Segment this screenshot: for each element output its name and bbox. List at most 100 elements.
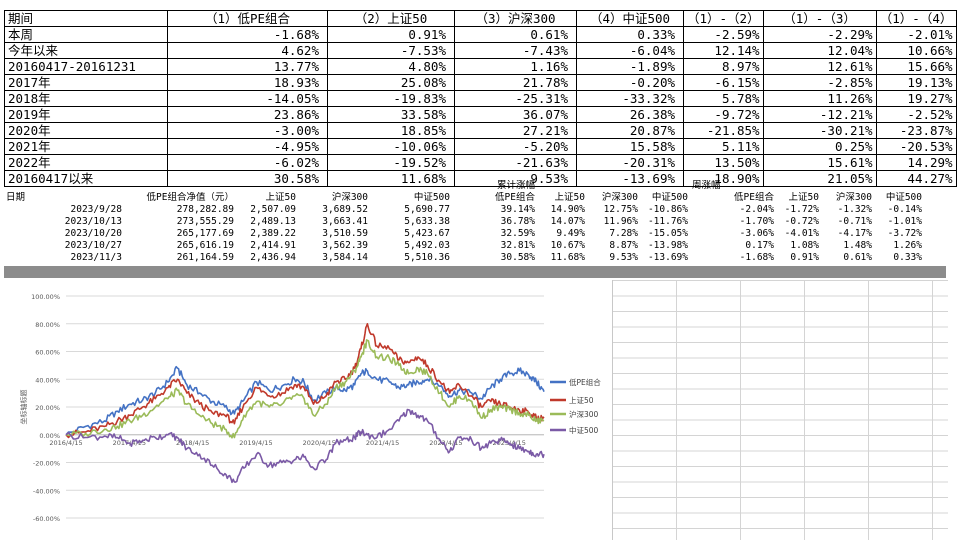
summary-value-cell[interactable]: -13.69% bbox=[576, 170, 684, 187]
detail-value-cell[interactable]: 5,492.03 bbox=[404, 240, 450, 251]
summary-period-cell[interactable]: 今年以来 bbox=[4, 42, 168, 59]
summary-value-cell[interactable]: 0.91% bbox=[327, 26, 455, 43]
summary-value-cell[interactable]: 15.66% bbox=[875, 58, 957, 75]
summary-value-cell[interactable]: 44.27% bbox=[875, 170, 957, 187]
summary-period-cell[interactable]: 2021年 bbox=[4, 138, 168, 155]
detail-header-wk-zz500[interactable]: 中证500 bbox=[885, 192, 922, 203]
summary-value-cell[interactable]: -30.21% bbox=[762, 122, 877, 139]
detail-value-cell[interactable]: 32.59% bbox=[500, 228, 535, 239]
detail-value-cell[interactable]: 2,489.13 bbox=[250, 216, 296, 227]
summary-period-cell[interactable]: 20160417以来 bbox=[4, 170, 168, 187]
summary-value-cell[interactable]: 21.78% bbox=[454, 74, 577, 91]
detail-value-cell[interactable]: -15.05% bbox=[647, 228, 688, 239]
summary-value-cell[interactable]: 12.14% bbox=[683, 42, 764, 59]
detail-value-cell[interactable]: -3.06% bbox=[739, 228, 774, 239]
summary-value-cell[interactable]: 23.86% bbox=[167, 106, 328, 123]
header-hs300[interactable]: （3）沪深300 bbox=[454, 10, 577, 27]
summary-value-cell[interactable]: -7.53% bbox=[327, 42, 455, 59]
detail-value-cell[interactable]: 278,282.89 bbox=[176, 204, 234, 215]
detail-value-cell[interactable]: -10.86% bbox=[647, 204, 688, 215]
summary-value-cell[interactable]: 5.11% bbox=[683, 138, 764, 155]
detail-value-cell[interactable]: 265,616.19 bbox=[176, 240, 234, 251]
detail-value-cell[interactable]: 10.67% bbox=[550, 240, 585, 251]
detail-header-wk-sz50[interactable]: 上证50 bbox=[788, 192, 819, 203]
detail-date-cell[interactable]: 2023/10/20 bbox=[64, 228, 122, 239]
group-cumulative-label[interactable]: 累计涨幅 bbox=[496, 180, 535, 191]
summary-value-cell[interactable]: 18.90% bbox=[683, 170, 764, 187]
detail-value-cell[interactable]: 12.75% bbox=[603, 204, 638, 215]
detail-value-cell[interactable]: -1.72% bbox=[784, 204, 819, 215]
summary-value-cell[interactable]: 25.08% bbox=[327, 74, 455, 91]
detail-value-cell[interactable]: 3,584.14 bbox=[322, 252, 368, 263]
detail-value-cell[interactable]: 3,663.41 bbox=[322, 216, 368, 227]
detail-date-cell[interactable]: 2023/10/27 bbox=[64, 240, 122, 251]
summary-value-cell[interactable]: -6.02% bbox=[167, 154, 328, 171]
detail-value-cell[interactable]: -2.04% bbox=[739, 204, 774, 215]
summary-value-cell[interactable]: 19.27% bbox=[875, 90, 957, 107]
summary-value-cell[interactable]: -14.05% bbox=[167, 90, 328, 107]
summary-value-cell[interactable]: -6.15% bbox=[683, 74, 764, 91]
detail-value-cell[interactable]: 30.58% bbox=[500, 252, 535, 263]
detail-value-cell[interactable]: 36.78% bbox=[500, 216, 535, 227]
summary-value-cell[interactable]: -9.72% bbox=[683, 106, 764, 123]
detail-date-cell[interactable]: 2023/11/3 bbox=[70, 252, 122, 263]
detail-value-cell[interactable]: 14.90% bbox=[550, 204, 585, 215]
summary-value-cell[interactable]: -2.59% bbox=[683, 26, 764, 43]
detail-value-cell[interactable]: 5,510.36 bbox=[404, 252, 450, 263]
header-period[interactable]: 期间 bbox=[4, 10, 168, 27]
summary-value-cell[interactable]: -20.53% bbox=[875, 138, 957, 155]
summary-value-cell[interactable]: 15.61% bbox=[762, 154, 877, 171]
summary-value-cell[interactable]: 4.80% bbox=[327, 58, 455, 75]
summary-period-cell[interactable]: 2019年 bbox=[4, 106, 168, 123]
summary-period-cell[interactable]: 2018年 bbox=[4, 90, 168, 107]
detail-value-cell[interactable]: 3,562.39 bbox=[322, 240, 368, 251]
detail-value-cell[interactable]: -0.14% bbox=[887, 204, 922, 215]
header-low-pe[interactable]: （1）低PE组合 bbox=[167, 10, 328, 27]
detail-value-cell[interactable]: -1.70% bbox=[739, 216, 774, 227]
detail-header-cum-lowpe[interactable]: 低PE组合 bbox=[495, 192, 535, 203]
summary-value-cell[interactable]: -2.29% bbox=[762, 26, 877, 43]
summary-value-cell[interactable]: -19.52% bbox=[327, 154, 455, 171]
detail-header-date[interactable]: 日期 bbox=[6, 192, 26, 203]
detail-value-cell[interactable]: 0.61% bbox=[843, 252, 872, 263]
summary-value-cell[interactable]: -0.20% bbox=[576, 74, 684, 91]
detail-value-cell[interactable]: 1.08% bbox=[790, 240, 819, 251]
summary-value-cell[interactable]: 0.33% bbox=[576, 26, 684, 43]
detail-value-cell[interactable]: 14.07% bbox=[550, 216, 585, 227]
detail-value-cell[interactable]: 9.53% bbox=[609, 252, 638, 263]
detail-value-cell[interactable]: 1.48% bbox=[843, 240, 872, 251]
detail-value-cell[interactable]: 9.49% bbox=[556, 228, 585, 239]
detail-value-cell[interactable]: -13.98% bbox=[647, 240, 688, 251]
summary-value-cell[interactable]: 12.61% bbox=[762, 58, 877, 75]
detail-value-cell[interactable]: -4.01% bbox=[784, 228, 819, 239]
detail-header-nav[interactable]: 低PE组合净值（元） bbox=[146, 192, 234, 203]
summary-value-cell[interactable]: 14.29% bbox=[875, 154, 957, 171]
detail-value-cell[interactable]: 2,414.91 bbox=[250, 240, 296, 251]
summary-value-cell[interactable]: -2.01% bbox=[875, 26, 957, 43]
detail-value-cell[interactable]: 265,177.69 bbox=[176, 228, 234, 239]
group-weekly-label[interactable]: 周涨幅 bbox=[692, 180, 721, 191]
summary-value-cell[interactable]: 21.05% bbox=[762, 170, 877, 187]
summary-value-cell[interactable]: -12.21% bbox=[762, 106, 877, 123]
detail-value-cell[interactable]: 5,423.67 bbox=[404, 228, 450, 239]
summary-value-cell[interactable]: 5.78% bbox=[683, 90, 764, 107]
detail-header-sz50[interactable]: 上证50 bbox=[265, 192, 296, 203]
detail-header-wk-lowpe[interactable]: 低PE组合 bbox=[734, 192, 774, 203]
summary-value-cell[interactable]: 1.16% bbox=[454, 58, 577, 75]
summary-value-cell[interactable]: 33.58% bbox=[327, 106, 455, 123]
detail-value-cell[interactable]: 0.17% bbox=[745, 240, 774, 251]
detail-value-cell[interactable]: 3,510.59 bbox=[322, 228, 368, 239]
spreadsheet-grid[interactable] bbox=[612, 280, 948, 540]
header-diff-1-4[interactable]: （1）-（4） bbox=[875, 10, 957, 27]
detail-value-cell[interactable]: -1.32% bbox=[837, 204, 872, 215]
detail-value-cell[interactable]: 1.26% bbox=[893, 240, 922, 251]
detail-value-cell[interactable]: 7.28% bbox=[609, 228, 638, 239]
detail-value-cell[interactable]: -13.69% bbox=[647, 252, 688, 263]
summary-value-cell[interactable]: 10.66% bbox=[875, 42, 957, 59]
summary-period-cell[interactable]: 2017年 bbox=[4, 74, 168, 91]
detail-value-cell[interactable]: 5,690.77 bbox=[404, 204, 450, 215]
summary-value-cell[interactable]: -21.63% bbox=[454, 154, 577, 171]
summary-value-cell[interactable]: -6.04% bbox=[576, 42, 684, 59]
summary-value-cell[interactable]: 11.26% bbox=[762, 90, 877, 107]
detail-header-zz500[interactable]: 中证500 bbox=[413, 192, 450, 203]
